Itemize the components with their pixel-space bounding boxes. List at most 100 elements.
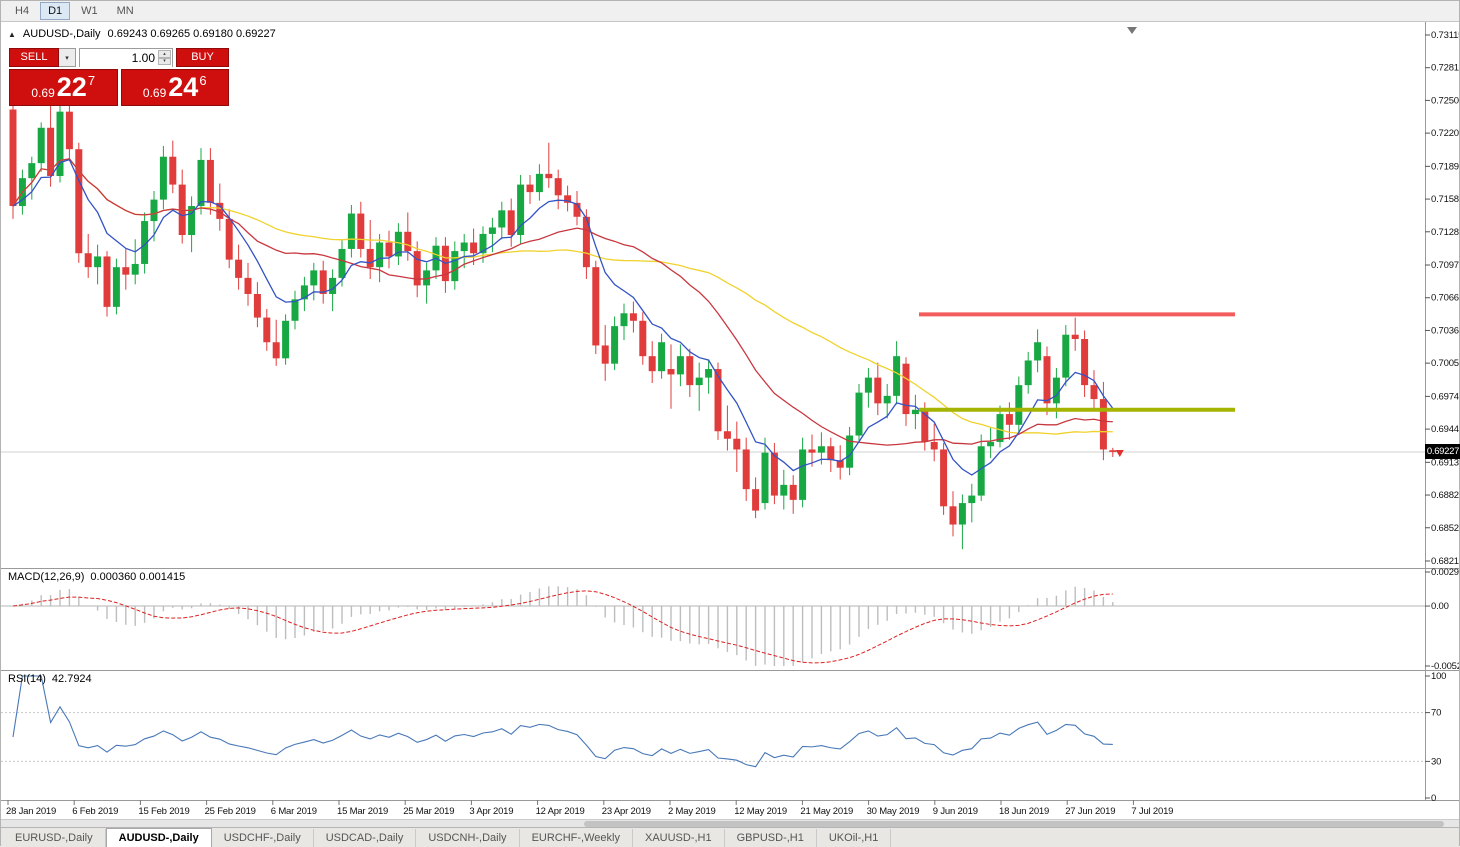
rsi-axis-label: 30 [1431,756,1441,767]
date-axis-label: 23 Apr 2019 [602,806,651,817]
date-axis-label: 25 Feb 2019 [205,806,256,817]
date-axis-label: 12 Apr 2019 [536,806,585,817]
chart-tab-usdcnh-daily[interactable]: USDCNH-,Daily [416,829,520,847]
sell-arrow-marker [1115,449,1124,457]
macd-title: MACD(12,26,9) [8,571,85,583]
macd-axis-label: -0.00525 [1431,661,1459,672]
date-axis-label: 6 Feb 2019 [72,806,118,817]
medium-ma-line [12,158,1113,446]
timeframe-button-w1[interactable]: W1 [73,2,106,20]
chart-tab-audusd-daily[interactable]: AUDUSD-,Daily [105,828,212,847]
rsi-line [12,675,1113,768]
chart-tab-eurusd-daily[interactable]: EURUSD-,Daily [3,829,106,847]
chart-icon: ▲ [8,29,16,39]
date-axis-label: 2 May 2019 [668,806,716,817]
bid-main-digits: 22 [56,72,87,102]
chart-tab-eurchf-weekly[interactable]: EURCHF-,Weekly [520,829,633,847]
timeframe-button-mn[interactable]: MN [109,2,142,20]
date-axis-label: 3 Apr 2019 [469,806,513,817]
spin-down-icon: ▾ [163,58,166,65]
ask-pip-digit: 6 [199,73,207,88]
macd-histogram [21,586,1114,666]
volume-input[interactable] [80,49,172,67]
date-axis-label: 15 Mar 2019 [337,806,388,817]
volume-spinner: ▴ ▾ [158,50,171,65]
chart-shift-marker[interactable] [1127,27,1137,34]
chart-symbol-title: ▲ AUDUSD-,Daily 0.69243 0.69265 0.69180 … [8,28,276,40]
sell-button[interactable]: SELL [9,48,59,67]
horizontal-scrollbar[interactable] [1,819,1459,827]
macd-axis-label: 0.00 [1431,601,1449,612]
rsi-axis-label: 70 [1431,708,1441,719]
volume-dropdown-button[interactable]: ▾ [59,48,76,67]
one-click-trading-panel: SELL ▾ ▴ ▾ BUY 0.69 22 7 0.6 [9,48,229,106]
rsi-axis-label: 0 [1431,793,1436,804]
price-axis-label: 0.68825 [1431,490,1459,501]
rsi-value: 42.7924 [51,673,92,685]
date-axis-label: 7 Jul 2019 [1131,806,1173,817]
timeframe-toolbar: H4 D1 W1 MN [1,1,1459,22]
buy-price-button[interactable]: 0.69 24 6 [120,69,229,106]
rsi-axis-label: 100 [1431,671,1446,682]
volume-up-button[interactable]: ▴ [158,50,171,58]
buy-button[interactable]: BUY [176,48,229,67]
ohlc-values: 0.69243 0.69265 0.69180 0.69227 [107,28,276,40]
date-axis-label: 27 Jun 2019 [1065,806,1115,817]
date-axis-label: 21 May 2019 [800,806,853,817]
current-price-tag: 0.69227 [1425,444,1460,459]
price-axis-label: 0.69745 [1431,391,1459,402]
bid-pip-digit: 7 [87,73,96,88]
chart-tab-gbpusd-h1[interactable]: GBPUSD-,H1 [725,829,817,847]
ask-main-digits: 24 [168,72,199,102]
chart-tab-ukoil-h1[interactable]: UKOil-,H1 [817,829,892,847]
date-axis-label: 18 Jun 2019 [999,806,1049,817]
price-axis-label: 0.72505 [1431,95,1459,106]
chart-tab-xauusd-h1[interactable]: XAUUSD-,H1 [633,829,725,847]
date-axis-label: 15 Feb 2019 [138,806,189,817]
volume-box: ▴ ▾ [79,48,173,67]
sell-price-button[interactable]: 0.69 22 7 [9,69,118,106]
volume-down-button[interactable]: ▾ [158,57,171,65]
chevron-down-icon: ▾ [65,54,69,62]
timeframe-button-d1[interactable]: D1 [40,2,71,20]
chart-tab-usdchf-daily[interactable]: USDCHF-,Daily [212,829,314,847]
ask-prefix: 0.69 [142,86,167,100]
timeframe-button-h4[interactable]: H4 [7,2,37,20]
date-axis-label: 28 Jan 2019 [6,806,56,817]
macd-axis-label: 0.00298 [1431,567,1459,578]
rsi-indicator-label: RSI(14) 42.7924 [8,673,98,685]
chart-tab-bar: EURUSD-,Daily AUDUSD-,Daily USDCHF-,Daily U… [1,827,1459,847]
chart-tab-usdcad-daily[interactable]: USDCAD-,Daily [314,829,417,847]
date-axis-label: 30 May 2019 [867,806,920,817]
price-axis-label: 0.70665 [1431,293,1459,304]
rsi-title: RSI(14) [8,673,46,685]
date-axis-label: 12 May 2019 [734,806,787,817]
symbol-name: AUDUSD-,Daily [22,28,101,40]
price-axis-label: 0.73115 [1431,30,1459,41]
macd-signal-line [12,590,1113,664]
price-axis-label: 0.70055 [1431,358,1459,369]
candlestick-series [9,102,1117,550]
macd-indicator-label: MACD(12,26,9) 0.000360 0.001415 [8,571,191,583]
fast-ma-line [12,158,1114,476]
macd-values: 0.000360 0.001415 [90,571,186,583]
date-axis-label: 6 Mar 2019 [271,806,317,817]
date-axis-label: 25 Mar 2019 [403,806,454,817]
bid-prefix: 0.69 [31,86,55,100]
spin-up-icon: ▴ [163,50,166,57]
date-axis-label: 9 Jun 2019 [933,806,978,817]
price-axis-label: 0.71585 [1431,194,1459,205]
scrollbar-thumb[interactable] [584,821,1445,827]
